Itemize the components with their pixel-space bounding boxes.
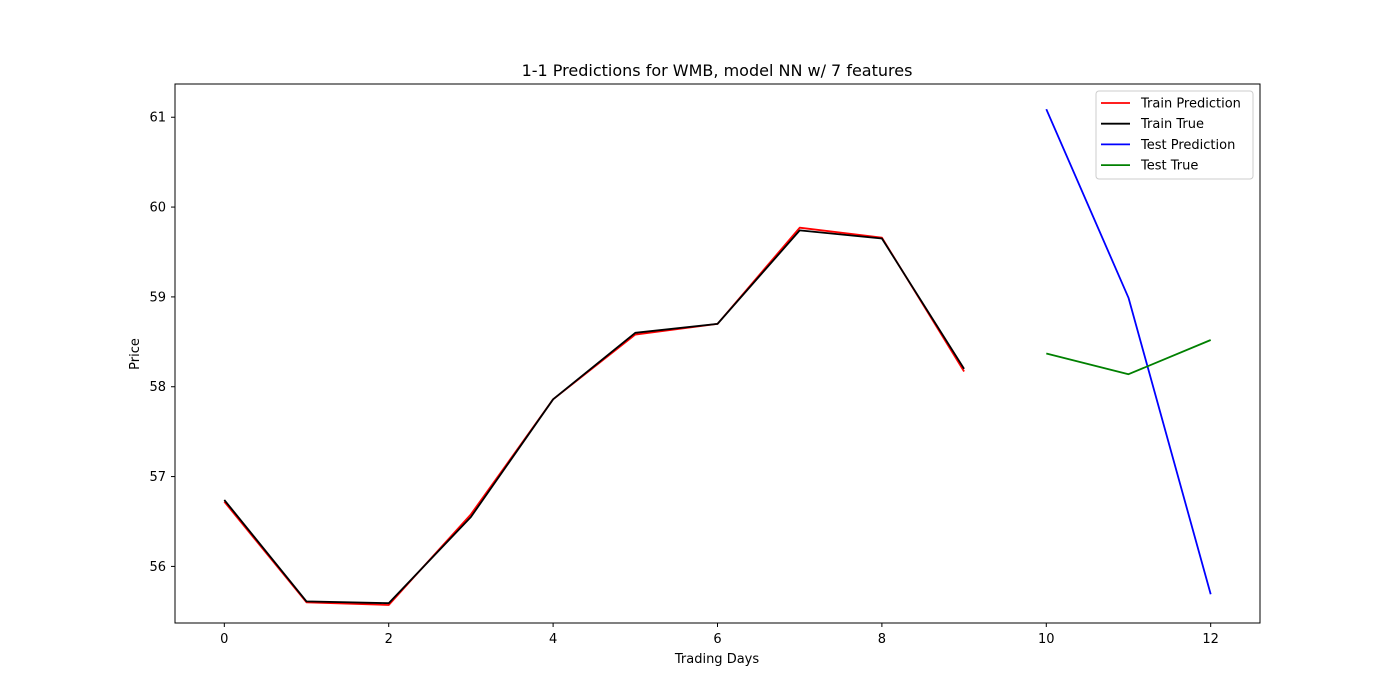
x-axis-title: Trading Days <box>674 652 759 667</box>
x-tick-label: 12 <box>1202 632 1219 647</box>
plot-area <box>174 83 1261 624</box>
x-tick-label: 6 <box>713 632 721 647</box>
y-tick-label: 61 <box>149 111 166 126</box>
y-tick-label: 58 <box>149 380 166 395</box>
x-tick-label: 8 <box>878 632 886 647</box>
y-axis-title: Price <box>128 338 143 370</box>
chart-title: 1-1 Predictions for WMB, model NN w/ 7 f… <box>522 61 913 80</box>
legend: Train Prediction Train True Test Predictio… <box>1095 90 1254 180</box>
legend-label-test-prediction: Test Prediction <box>1140 138 1235 153</box>
x-axis: 0 2 4 6 8 10 12 <box>220 623 1219 647</box>
legend-label-train-prediction: Train Prediction <box>1140 97 1241 112</box>
y-tick-label: 57 <box>149 470 166 485</box>
series-line-test-true <box>1046 339 1212 376</box>
x-tick-label: 0 <box>220 632 228 647</box>
legend-box <box>1095 90 1254 180</box>
x-tick-label: 2 <box>385 632 393 647</box>
series-layer <box>223 108 1212 606</box>
legend-label-train-true: Train True <box>1140 117 1204 132</box>
legend-label-test-true: Test True <box>1140 159 1198 174</box>
y-tick-label: 59 <box>149 290 166 305</box>
x-tick-label: 4 <box>549 632 557 647</box>
series-line-test-prediction <box>1045 108 1212 595</box>
y-axis: 56 57 58 59 60 61 <box>149 111 175 575</box>
y-tick-label: 56 <box>149 560 166 575</box>
series-line-train-true <box>223 229 965 605</box>
y-tick-label: 60 <box>149 201 166 216</box>
x-tick-label: 10 <box>1038 632 1055 647</box>
